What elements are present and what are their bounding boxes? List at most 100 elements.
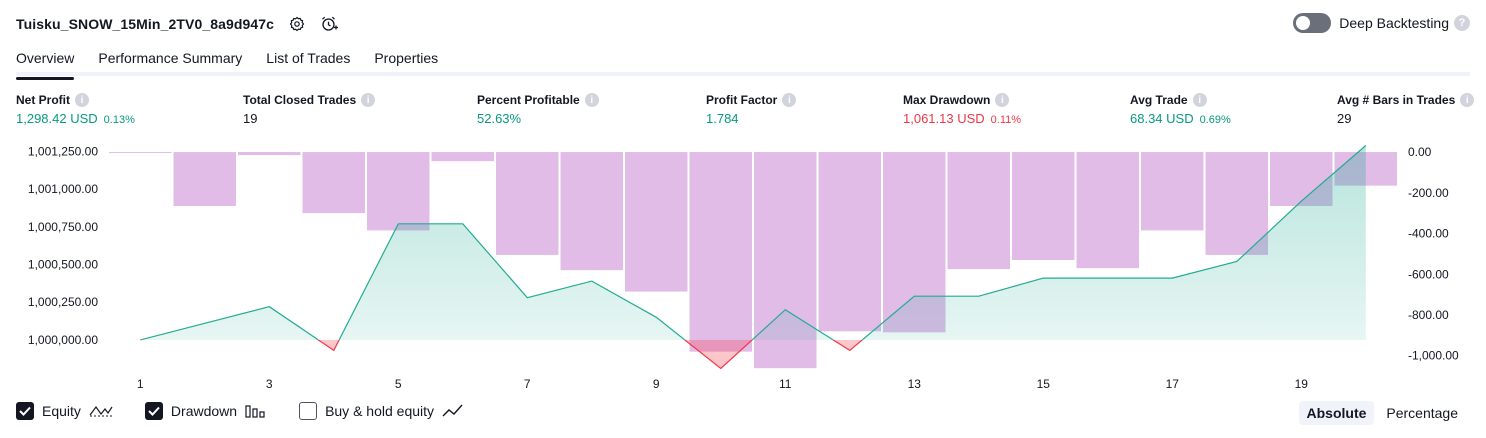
- legend-equity[interactable]: Equity: [16, 402, 113, 420]
- gear-icon[interactable]: [288, 15, 306, 33]
- equity-area: [140, 145, 1366, 340]
- x-tick-label: 5: [395, 377, 402, 391]
- drawdown-bar: [109, 152, 172, 154]
- y-left-tick-label: 1,000,250.00: [28, 295, 98, 309]
- legend-label: Buy & hold equity: [325, 403, 435, 419]
- equity-line: [140, 145, 1367, 340]
- stat-label: Avg # Bars in Trades: [1337, 93, 1456, 107]
- help-icon[interactable]: ?: [1454, 15, 1470, 31]
- drawdown-bar: [173, 152, 236, 207]
- x-tick-label: 3: [266, 377, 273, 391]
- stat-avg-bars-in-trades: Avg # Bars in Trades i 29: [1337, 93, 1475, 126]
- y-right-tick-label: -400.00: [1408, 227, 1449, 241]
- deep-backtesting-toggle[interactable]: [1293, 13, 1332, 33]
- x-tick-label: 15: [1037, 377, 1051, 391]
- tab-properties[interactable]: Properties: [374, 50, 439, 66]
- drawdown-bar: [431, 152, 494, 162]
- stat-label: Avg Trade: [1130, 93, 1188, 107]
- x-tick-label: 7: [524, 377, 531, 391]
- checkbox-unchecked-icon[interactable]: [299, 402, 318, 420]
- drawdown-bar: [689, 152, 752, 352]
- x-tick-label: 19: [1295, 377, 1309, 391]
- stat-value: 1,061.13 USD: [903, 111, 985, 126]
- drawdown-bar: [1012, 152, 1075, 260]
- chart-legend: Equity Drawdown Buy & hold equity: [16, 402, 496, 420]
- stat-value: 19: [243, 111, 258, 126]
- drawdown-bar: [818, 152, 881, 332]
- legend-buy-hold[interactable]: Buy & hold equity: [299, 402, 464, 420]
- stat-label: Max Drawdown: [903, 93, 991, 107]
- mode-absolute[interactable]: Absolute: [1298, 401, 1375, 425]
- drawdown-bar: [302, 152, 365, 214]
- buy-hold-line-icon: [442, 404, 464, 418]
- stat-value: 1,298.42 USD: [16, 111, 98, 126]
- drawdown-bar: [238, 152, 301, 156]
- tab-overview[interactable]: Overview: [16, 46, 75, 80]
- stat-value: 29: [1337, 111, 1352, 126]
- strategy-header: Tuisku_SNOW_15Min_2TV0_8a9d947c: [16, 12, 339, 36]
- y-right-tick-label: -800.00: [1408, 308, 1449, 322]
- y-left-tick-label: 1,001,250.00: [28, 145, 98, 159]
- drawdown-bar: [560, 152, 623, 271]
- equity-loss-area: [140, 339, 863, 369]
- stat-subvalue: 0.13%: [103, 114, 135, 126]
- x-tick-label: 1: [137, 377, 144, 391]
- stat-label: Percent Profitable: [477, 93, 580, 107]
- legend-label: Drawdown: [170, 403, 238, 419]
- deep-backtesting: Deep Backtesting ?: [1293, 13, 1470, 33]
- x-tick-label: 17: [1166, 377, 1180, 391]
- drawdown-bar: [1205, 152, 1268, 255]
- stat-profit-factor: Profit Factor i 1.784: [706, 93, 797, 126]
- legend-drawdown[interactable]: Drawdown: [144, 402, 267, 420]
- y-right-tick-label: -1,000.00: [1408, 349, 1459, 363]
- checkbox-checked-icon[interactable]: [144, 402, 163, 420]
- stat-value: 68.34 USD: [1130, 111, 1194, 126]
- drawdown-bar: [947, 152, 1010, 270]
- x-tick-label: 13: [908, 377, 922, 391]
- legend-label: Equity: [42, 403, 81, 419]
- drawdown-bar: [496, 152, 559, 255]
- scale-mode-switch: Absolute Percentage: [1295, 401, 1467, 425]
- report-tabs: Overview Performance Summary List of Tra…: [16, 46, 1470, 80]
- stat-percent-profitable: Percent Profitable i 52.63%: [477, 93, 599, 126]
- equity-drawdown-chart[interactable]: 1,001,250.00 1,001,000.00 1,000,750.00 1,00…: [0, 140, 1486, 395]
- stat-max-drawdown: Max Drawdown i 1,061.13 USD 0.11%: [903, 93, 1021, 126]
- drawdown-bar: [1076, 152, 1139, 269]
- stat-subvalue: 0.69%: [1199, 114, 1231, 126]
- x-tick-label: 11: [779, 377, 792, 391]
- drawdown-bar: [1141, 152, 1204, 231]
- y-right-tick-label: -600.00: [1408, 267, 1449, 281]
- alarm-clock-plus-icon[interactable]: [320, 15, 339, 33]
- info-icon[interactable]: i: [75, 93, 89, 107]
- y-left-tick-label: 1,000,750.00: [28, 220, 98, 234]
- y-left-tick-label: 1,000,500.00: [28, 258, 98, 272]
- stat-label: Net Profit: [16, 93, 70, 107]
- stat-label: Profit Factor: [706, 93, 778, 107]
- drawdown-bars-icon: [245, 404, 267, 418]
- y-left-tick-label: 1,000,000.00: [28, 333, 98, 347]
- info-icon[interactable]: i: [782, 93, 797, 107]
- checkbox-checked-icon[interactable]: [16, 402, 34, 420]
- stat-net-profit: Net Profit i 1,298.42 USD 0.13%: [16, 93, 135, 126]
- tab-performance-summary[interactable]: Performance Summary: [98, 50, 243, 66]
- equity-line-icon: [89, 404, 113, 418]
- stat-label: Total Closed Trades: [243, 93, 357, 107]
- x-tick-label: 9: [653, 377, 660, 391]
- stat-subvalue: 0.11%: [990, 114, 1022, 126]
- info-icon[interactable]: i: [1192, 93, 1207, 107]
- stat-avg-trade: Avg Trade i 68.34 USD 0.69%: [1130, 93, 1231, 126]
- drawdown-bar: [367, 152, 430, 231]
- stat-total-closed-trades: Total Closed Trades i 19: [243, 93, 376, 126]
- tab-list-of-trades[interactable]: List of Trades: [266, 50, 351, 66]
- info-icon[interactable]: i: [361, 93, 376, 107]
- info-icon[interactable]: i: [584, 93, 599, 107]
- info-icon[interactable]: i: [995, 93, 1010, 107]
- stat-value: 1.784: [706, 111, 739, 126]
- drawdown-bar: [625, 152, 688, 292]
- mode-percentage[interactable]: Percentage: [1386, 405, 1458, 421]
- info-icon[interactable]: i: [1460, 93, 1475, 107]
- strategy-name: Tuisku_SNOW_15Min_2TV0_8a9d947c: [16, 16, 275, 32]
- toggle-knob: [1296, 16, 1311, 30]
- y-right-tick-label: 0.00: [1408, 145, 1432, 159]
- stats-row: Net Profit i 1,298.42 USD 0.13% Total Clos…: [16, 93, 1475, 133]
